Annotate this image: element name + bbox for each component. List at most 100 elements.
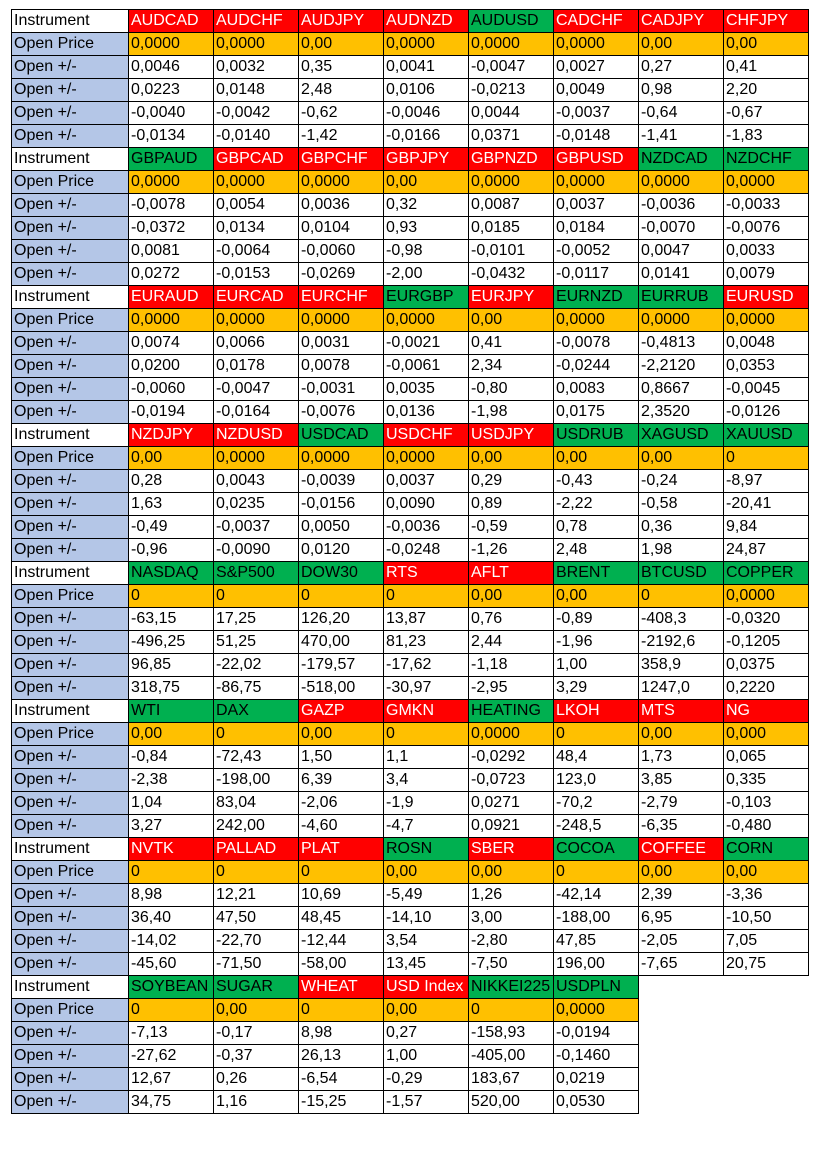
open-delta-cell: 0,0033 [723, 239, 809, 263]
instrument-name-cell: EURNZD [553, 285, 639, 309]
open-price-cell: 0,0000 [298, 446, 384, 470]
open-delta-cell: 0,0148 [213, 78, 299, 102]
open-delta-cell: 0,0031 [298, 331, 384, 355]
open-delta-cell: 0,0175 [553, 400, 639, 424]
open-price-cell: 0,00 [383, 170, 469, 194]
open-delta-cell: -8,97 [723, 469, 809, 493]
open-delta-cell: -63,15 [128, 607, 214, 631]
open-price-cell: 0,0000 [468, 32, 554, 56]
open-delta-cell: 0,0087 [468, 193, 554, 217]
open-price-cell: 0 [383, 722, 469, 746]
open-delta-cell: -179,57 [298, 653, 384, 677]
open-price-cell: 0,0000 [383, 308, 469, 332]
open-delta-cell: 3,00 [468, 906, 554, 930]
open-price-cell: 0,00 [638, 860, 724, 884]
open-delta-cell: 0,0184 [553, 216, 639, 240]
open-delta-cell: 96,85 [128, 653, 214, 677]
instrument-name-cell: XAUUSD [723, 423, 809, 447]
open-delta-cell: -0,0078 [128, 193, 214, 217]
open-delta-cell: -496,25 [128, 630, 214, 654]
instrument-name-cell: DOW30 [298, 561, 384, 585]
open-delta-cell: 1,26 [468, 883, 554, 907]
open-delta-cell: 0,76 [468, 607, 554, 631]
open-delta-cell: 83,04 [213, 791, 299, 815]
open-delta-cell: -0,0036 [638, 193, 724, 217]
open-price-cell: 0,0000 [298, 170, 384, 194]
open-delta-row: Open +/- 0,0081 -0,0064 -0,0060 -0,98 -0,0101… [11, 239, 809, 263]
instrument-name-cell: CORN [723, 837, 809, 861]
open-delta-cell: 0,0066 [213, 331, 299, 355]
instrument-row: Instrument SOYBEAN SUGAR WHEAT USD Index NIKK… [11, 975, 809, 999]
open-price-cell: 0 [553, 722, 639, 746]
instrument-name-cell: XAGUSD [638, 423, 724, 447]
open-delta-cell: -20,41 [723, 492, 809, 516]
open-delta-cell: -45,60 [128, 952, 214, 976]
open-price-cell: 0,0000 [723, 584, 809, 608]
open-delta-cell: -4,7 [383, 814, 469, 838]
open-delta-cell: -0,62 [298, 101, 384, 125]
open-delta-cell: 1247,0 [638, 676, 724, 700]
instrument-name-cell: NIKKEI225 [468, 975, 554, 999]
open-delta-row: Open +/- 36,40 47,50 48,45 -14,10 3,00 -188,00… [11, 906, 809, 930]
open-delta-row: Open +/- -0,0194 -0,0164 -0,0076 0,0136 -1,98… [11, 400, 809, 424]
open-delta-cell: -22,70 [213, 929, 299, 953]
open-delta-cell: -0,0060 [298, 239, 384, 263]
open-delta-cell: -2,05 [638, 929, 724, 953]
open-delta-cell: 0,0037 [383, 469, 469, 493]
open-delta-cell: -0,480 [723, 814, 809, 838]
open-delta-cell: -2,00 [383, 262, 469, 286]
open-price-cell: 0,0000 [638, 308, 724, 332]
empty-cell [723, 1044, 809, 1068]
open-delta-row: Open +/- 34,75 1,16 -15,25 -1,57 520,00 0,0530 [11, 1090, 809, 1114]
open-delta-label: Open +/- [11, 814, 129, 838]
open-delta-cell: 0,0106 [383, 78, 469, 102]
open-delta-cell: -3,36 [723, 883, 809, 907]
instrument-name-cell: NASDAQ [128, 561, 214, 585]
empty-cell [723, 1090, 809, 1114]
instrument-name-cell: CADJPY [638, 9, 724, 33]
instrument-name-cell: HEATING [468, 699, 554, 723]
open-delta-cell: 6,39 [298, 768, 384, 792]
open-delta-cell: 0,065 [723, 745, 809, 769]
open-delta-label: Open +/- [11, 193, 129, 217]
open-delta-cell: -0,103 [723, 791, 809, 815]
open-delta-label: Open +/- [11, 377, 129, 401]
instrument-name-cell: USDJPY [468, 423, 554, 447]
open-delta-cell: -27,62 [128, 1044, 214, 1068]
open-delta-label: Open +/- [11, 216, 129, 240]
open-delta-row: Open +/- -45,60 -71,50 -58,00 13,45 -7,50 196,… [11, 952, 809, 976]
open-delta-cell: 34,75 [128, 1090, 214, 1114]
open-price-cell: 0,00 [723, 860, 809, 884]
instrument-name-cell: CADCHF [553, 9, 639, 33]
instrument-name-cell: USDPLN [553, 975, 639, 999]
open-delta-cell: 0,8667 [638, 377, 724, 401]
open-delta-cell: -2,80 [468, 929, 554, 953]
open-delta-cell: 0,0223 [128, 78, 214, 102]
open-delta-cell: -0,49 [128, 515, 214, 539]
open-delta-row: Open +/- 0,0200 0,0178 0,0078 -0,0061 2,34 -0,… [11, 354, 809, 378]
open-delta-cell: 0,0921 [468, 814, 554, 838]
open-delta-cell: -6,54 [298, 1067, 384, 1091]
open-price-cell: 0,0000 [383, 446, 469, 470]
open-delta-cell: 3,4 [383, 768, 469, 792]
open-delta-cell: -0,0248 [383, 538, 469, 562]
open-delta-cell: 2,3520 [638, 400, 724, 424]
open-delta-cell: -0,80 [468, 377, 554, 401]
open-delta-label: Open +/- [11, 768, 129, 792]
open-delta-cell: -1,98 [468, 400, 554, 424]
open-delta-label: Open +/- [11, 745, 129, 769]
open-delta-cell: -0,0076 [298, 400, 384, 424]
open-delta-cell: 3,54 [383, 929, 469, 953]
open-price-cell: 0 [213, 722, 299, 746]
open-price-cell: 0 [298, 998, 384, 1022]
open-delta-cell: -0,58 [638, 492, 724, 516]
open-price-cell: 0 [128, 584, 214, 608]
open-price-cell: 0,0000 [383, 32, 469, 56]
open-delta-cell: -0,59 [468, 515, 554, 539]
open-delta-cell: -10,50 [723, 906, 809, 930]
open-delta-cell: -1,57 [383, 1090, 469, 1114]
open-delta-cell: 0,0178 [213, 354, 299, 378]
open-price-cell: 0,0000 [468, 170, 554, 194]
open-delta-row: Open +/- -27,62 -0,37 26,13 1,00 -405,00 -0,14… [11, 1044, 809, 1068]
quotes-table-body: Instrument AUDCAD AUDCHF AUDJPY AUDNZD AUDUSD… [11, 9, 809, 1114]
